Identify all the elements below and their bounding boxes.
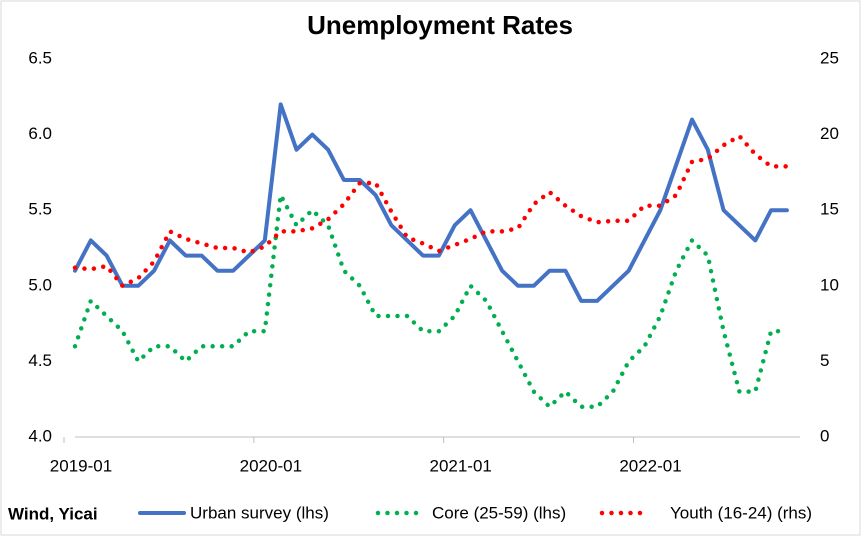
chart-title: Unemployment Rates [307,10,573,40]
legend-label: Core (25-59) (lhs) [432,503,566,522]
source: Wind, Yicai [8,504,98,523]
y-tick-label: 5.0 [28,275,52,294]
series-line [72,192,790,410]
y2-tick-label: 0 [820,426,829,445]
legend-label: Youth (16-24) (rhs) [670,503,812,522]
y-tick-label: 5.5 [28,200,52,219]
x-tick-label: 2020-01 [240,456,302,475]
x-tick-label: 2019-01 [50,456,112,475]
series-line [72,133,790,289]
y-tick-label: 4.5 [28,351,52,370]
y-tick-label: 4.0 [28,426,52,445]
y2-tick-label: 10 [820,275,839,294]
legend-label: Urban survey (lhs) [190,503,329,522]
x-tick-label: 2021-01 [429,456,491,475]
y2-tick-label: 20 [820,124,839,143]
y-tick-label: 6.5 [28,48,52,67]
y2-tick-label: 5 [820,351,829,370]
y2-tick-label: 15 [820,200,839,219]
y-tick-label: 6.0 [28,124,52,143]
x-tick-label: 2022-01 [619,456,681,475]
y2-tick-label: 25 [820,48,839,67]
series-line [73,102,789,303]
